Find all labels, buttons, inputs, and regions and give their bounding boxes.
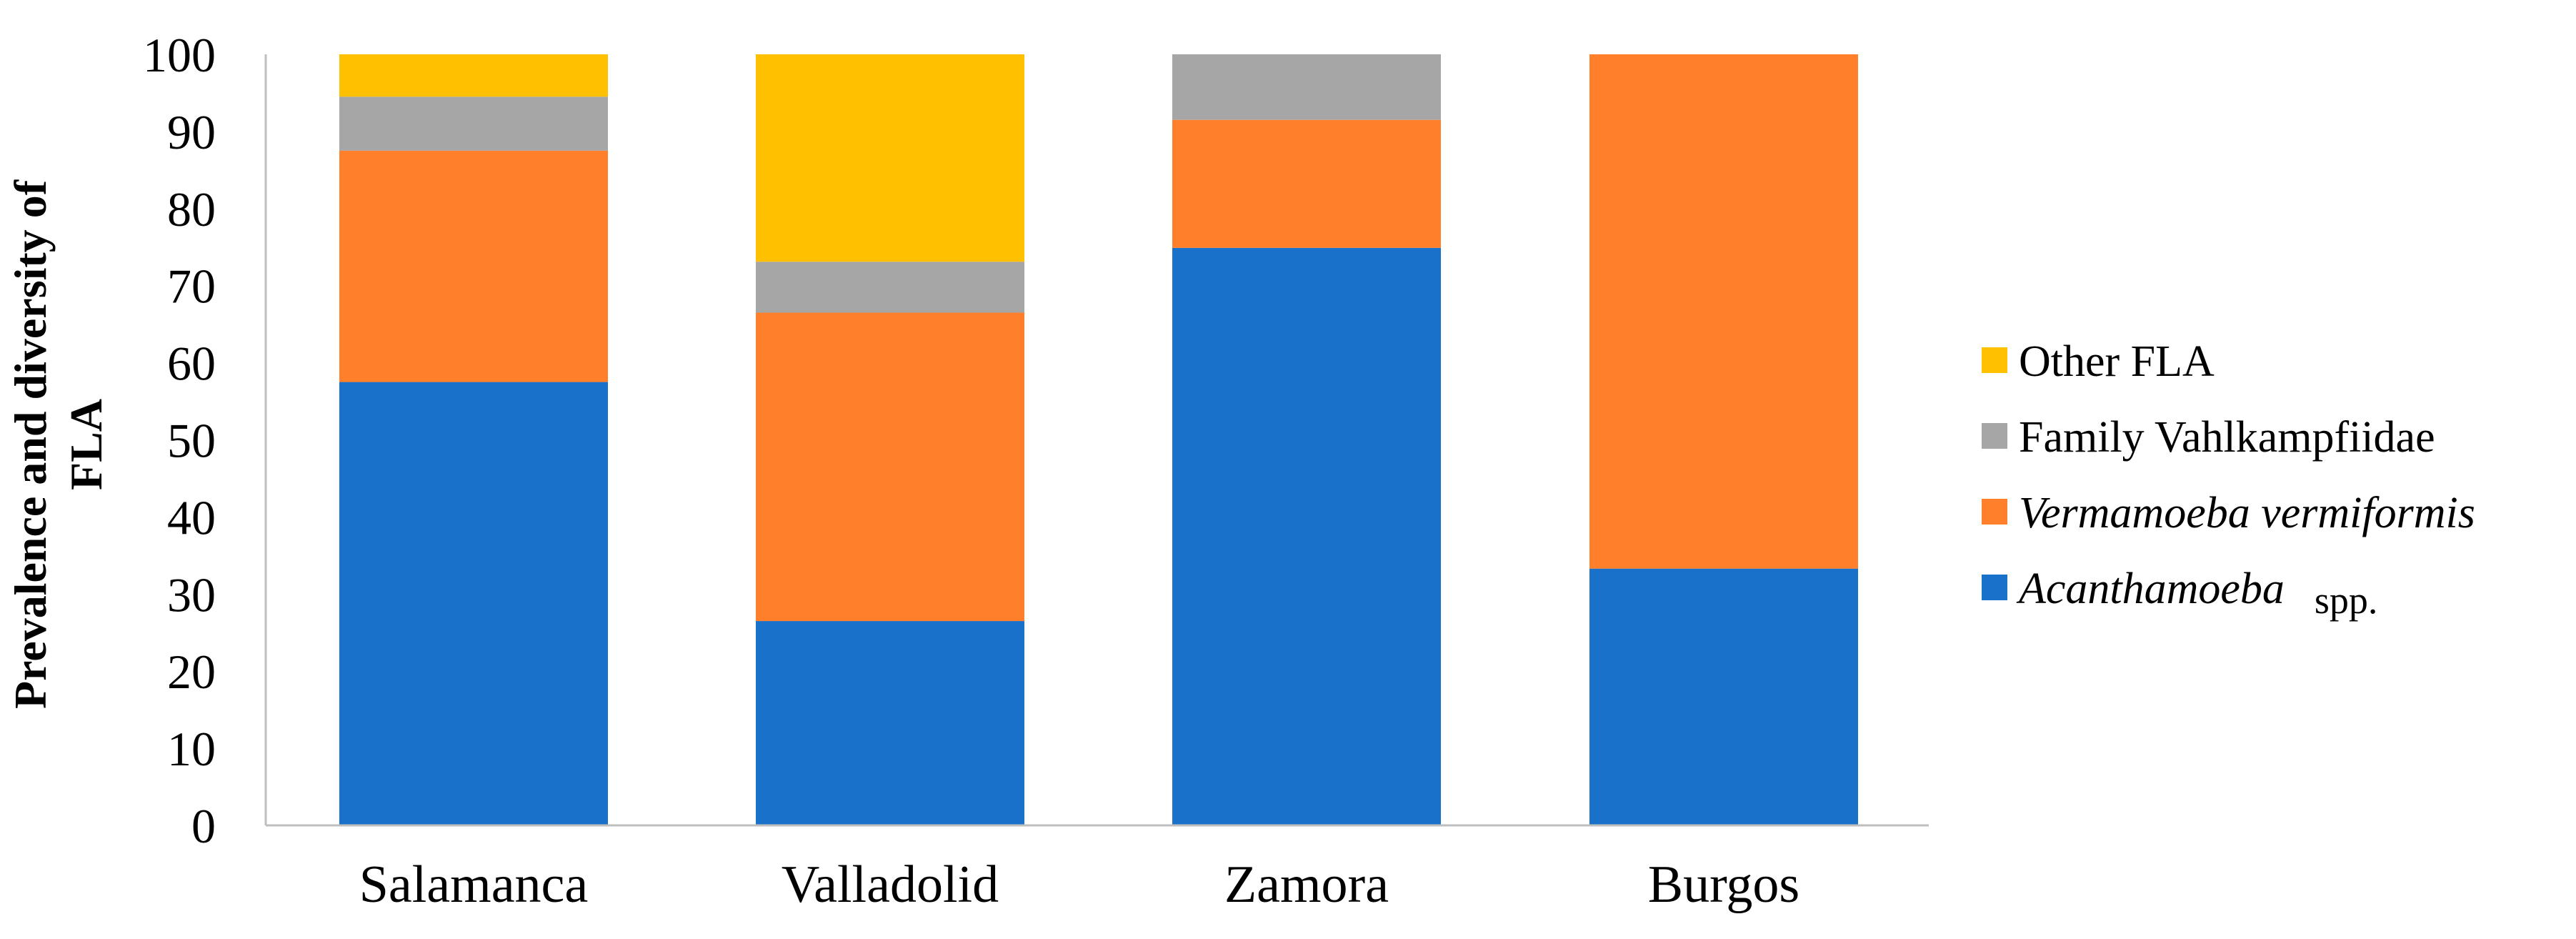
x-axis-categories: Salamanca Valladolid Zamora Burgos	[359, 855, 1799, 914]
y-tick-label: 80	[167, 182, 216, 237]
y-tick-label: 20	[167, 645, 216, 699]
legend-label: Family Vahlkampfiidae	[2019, 413, 2435, 462]
bar-segment-salamanca-s1	[339, 150, 608, 382]
category-label: Salamanca	[359, 855, 589, 914]
y-tick-label: 30	[167, 567, 216, 622]
legend-swatch	[1982, 575, 2007, 600]
bar-segment-burgos-s1	[1589, 54, 1858, 569]
bar-segment-valladolid-s2	[756, 262, 1024, 313]
y-axis-title-line1: Prevalence and diversity of	[5, 179, 56, 709]
bar-segment-valladolid-s0	[756, 621, 1024, 825]
legend-swatch	[1982, 499, 2007, 525]
y-tick-label: 0	[191, 799, 216, 853]
bar-area	[339, 54, 1858, 826]
bar-segment-salamanca-s2	[339, 96, 608, 151]
bar-segment-zamora-s2	[1172, 54, 1441, 120]
legend-label-text: Other FLA	[2019, 337, 2215, 386]
legend-label-italic: Vermamoeba vermiformis	[2019, 489, 2475, 537]
y-axis-title-line2: FLA	[61, 399, 111, 490]
y-tick-label: 90	[167, 105, 216, 159]
legend-label: Vermamoeba vermiformis	[2019, 489, 2475, 537]
y-tick-label: 70	[167, 259, 216, 314]
y-axis-ticks: 0 10 20 30 40 50 60 70 80 90 100	[143, 28, 216, 853]
bar-segment-zamora-s0	[1172, 247, 1441, 826]
legend-label-italic: Acanthamoeba	[2016, 565, 2285, 613]
y-axis-title: Prevalence and diversity of FLA	[5, 179, 111, 709]
y-tick-label: 10	[167, 722, 216, 776]
bar-segment-burgos-s0	[1589, 568, 1858, 825]
legend-label-text: Family Vahlkampfiidae	[2019, 413, 2435, 462]
legend-label-text: spp.	[2315, 579, 2378, 622]
legend-label: Other FLA	[2019, 337, 2215, 386]
legend: Other FLA Family Vahlkampfiidae Vermamoeba…	[1982, 337, 2475, 622]
bar-segment-salamanca-s0	[339, 382, 608, 825]
bar-segment-valladolid-s3	[756, 54, 1024, 262]
category-label: Zamora	[1224, 855, 1389, 914]
y-tick-label: 100	[143, 28, 216, 82]
legend-label: Acanthamoeba spp.	[2016, 565, 2377, 622]
y-tick-label: 60	[167, 337, 216, 391]
category-label: Burgos	[1648, 855, 1799, 914]
y-tick-label: 40	[167, 490, 216, 545]
bar-segment-salamanca-s3	[339, 54, 608, 97]
bar-segment-valladolid-s1	[756, 312, 1024, 622]
category-label: Valladolid	[782, 855, 999, 914]
legend-swatch	[1982, 423, 2007, 449]
legend-swatch	[1982, 347, 2007, 373]
bar-segment-zamora-s1	[1172, 119, 1441, 248]
y-tick-label: 50	[167, 414, 216, 468]
